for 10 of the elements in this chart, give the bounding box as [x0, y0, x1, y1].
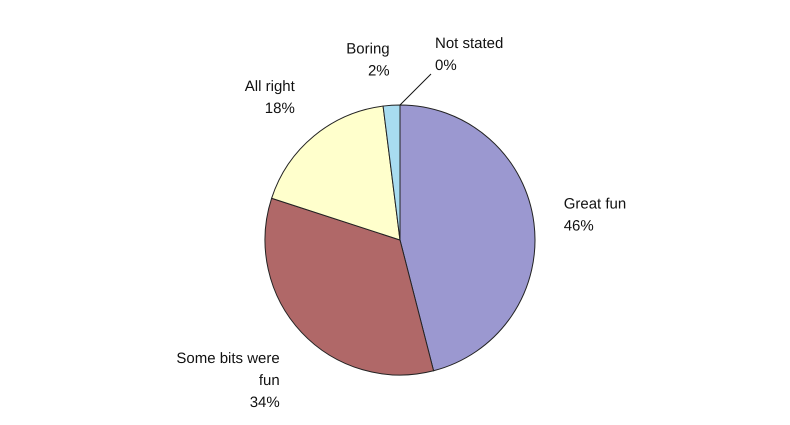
- data-label: 46%: [564, 217, 594, 234]
- category-label: Not stated: [435, 35, 504, 52]
- data-label: 18%: [264, 100, 295, 117]
- slice-label: All right: [244, 78, 296, 95]
- data-label: 34%: [250, 394, 280, 411]
- slice-label: Some bits were fun: [176, 350, 280, 389]
- text: 0%: [435, 57, 457, 74]
- slice-label: Boring: [346, 40, 390, 58]
- slice-label: Great fun: [564, 195, 626, 212]
- data-label: 2%: [368, 62, 390, 80]
